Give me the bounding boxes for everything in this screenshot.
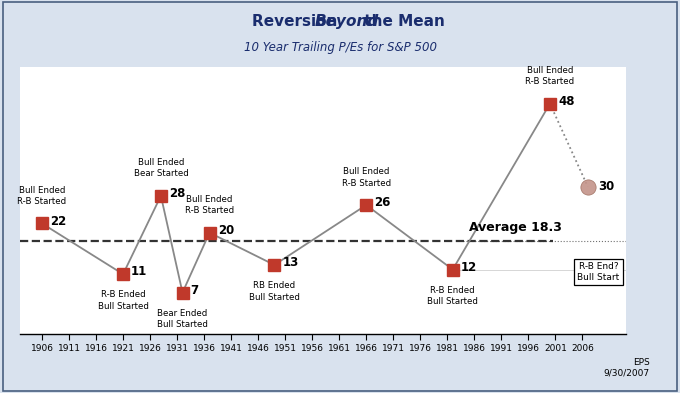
Text: 26: 26 <box>374 196 391 209</box>
Text: Bull Ended
R-B Started: Bull Ended R-B Started <box>341 167 391 187</box>
Text: R-B End?
Bull Start: R-B End? Bull Start <box>577 262 619 281</box>
Text: 7: 7 <box>190 284 199 297</box>
Text: Bull Ended
R-B Started: Bull Ended R-B Started <box>526 66 575 86</box>
Text: Bull Ended
R-B Started: Bull Ended R-B Started <box>18 185 67 206</box>
Text: R-B Ended
Bull Started: R-B Ended Bull Started <box>98 290 148 311</box>
Text: the Mean: the Mean <box>359 14 445 29</box>
Text: 10 Year Trailing P/Es for S&P 500: 10 Year Trailing P/Es for S&P 500 <box>243 41 437 54</box>
Text: 28: 28 <box>169 187 186 200</box>
Text: 12: 12 <box>461 261 477 274</box>
Text: Bull Ended
R-B Started: Bull Ended R-B Started <box>185 195 234 215</box>
Text: Reversion: Reversion <box>252 14 342 29</box>
Text: Bear Ended
Bull Started: Bear Ended Bull Started <box>157 309 208 329</box>
Text: 13: 13 <box>282 256 299 269</box>
Text: RB Ended
Bull Started: RB Ended Bull Started <box>249 281 300 301</box>
Text: 11: 11 <box>131 265 148 278</box>
Text: 48: 48 <box>558 95 575 108</box>
Text: Beyond: Beyond <box>315 14 379 29</box>
Text: 30: 30 <box>598 180 615 193</box>
Text: 20: 20 <box>218 224 234 237</box>
Text: R-B Ended
Bull Started: R-B Ended Bull Started <box>427 286 478 306</box>
Text: Average 18.3: Average 18.3 <box>469 220 562 233</box>
Text: 22: 22 <box>50 215 67 228</box>
Text: Bull Ended
Bear Started: Bull Ended Bear Started <box>133 158 188 178</box>
Text: EPS
9/30/2007: EPS 9/30/2007 <box>603 358 649 377</box>
